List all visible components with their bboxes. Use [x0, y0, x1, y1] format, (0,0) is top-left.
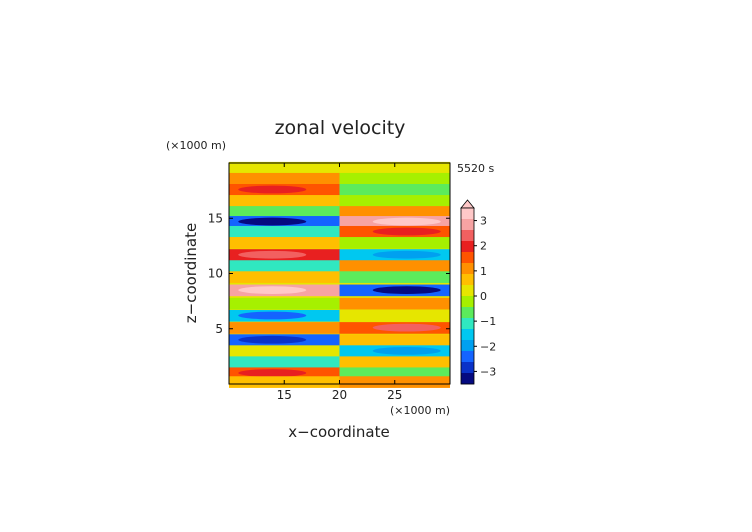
band-left [229, 237, 340, 249]
plot-area: 15 20 25 5 10 15 [208, 161, 451, 402]
band-right [339, 183, 450, 196]
band-right [339, 297, 450, 310]
band-left [229, 260, 340, 272]
band-right [339, 161, 450, 174]
band-right [339, 206, 450, 218]
band-right [339, 356, 450, 369]
chart-title: zonal velocity [275, 117, 406, 139]
core-left [238, 185, 307, 194]
core-left [238, 250, 307, 259]
colorbar-tick-label: −2 [480, 340, 496, 353]
colorbar-swatch [461, 351, 474, 363]
band-left [229, 161, 340, 174]
colorbar-tick-label: 3 [480, 215, 487, 228]
colorbar-swatch [461, 208, 474, 220]
colorbar-swatch [461, 296, 474, 308]
y-tick-label: 10 [208, 267, 223, 281]
y-tick-label: 15 [208, 211, 223, 225]
band-right [339, 309, 450, 322]
time-label: 5520 s [457, 162, 494, 175]
colorbar-swatch [461, 285, 474, 297]
core-right [372, 346, 441, 355]
core-left [238, 311, 307, 320]
colorbar-tick-label: −1 [480, 315, 496, 328]
colorbar-swatch [461, 241, 474, 253]
band-left [229, 322, 340, 334]
colorbar-swatch [461, 329, 474, 341]
colorbar-swatch [461, 340, 474, 352]
band-left [229, 345, 340, 357]
colorbar-swatch [461, 263, 474, 275]
core-right [372, 227, 441, 236]
band-left [229, 225, 340, 238]
colorbar-swatch [461, 230, 474, 242]
core-left [238, 335, 307, 344]
band-left [229, 356, 340, 369]
y-unit-label: (×1000 m) [166, 139, 226, 152]
core-right [372, 250, 441, 259]
colorbar-extend-arrow [460, 199, 475, 209]
colorbar-swatch [461, 219, 474, 231]
band-right [339, 237, 450, 249]
core-right [372, 286, 441, 294]
colorbar-swatch [461, 318, 474, 330]
band-right [339, 367, 450, 380]
colorbar-swatch [461, 274, 474, 286]
core-right [372, 323, 441, 332]
core-left [238, 217, 307, 226]
x-axis-ticks: 15 20 25 [277, 163, 402, 402]
band-left [229, 297, 340, 310]
band-right [339, 195, 450, 207]
colorbar-swatch [461, 373, 474, 385]
colorbar-tick-label: 1 [480, 265, 487, 278]
colorbar-tick-label: 0 [480, 290, 487, 303]
band-left [229, 172, 340, 185]
core-left [238, 286, 307, 294]
band-left [229, 195, 340, 207]
band-right [339, 172, 450, 185]
velocity-field [229, 161, 450, 388]
colorbar-swatch [461, 252, 474, 264]
x-tick-label: 25 [387, 388, 402, 402]
x-tick-label: 15 [277, 388, 292, 402]
y-axis-ticks: 5 10 15 [208, 211, 450, 336]
x-axis-label: x−coordinate [288, 423, 389, 441]
band-right [339, 271, 450, 283]
colorbar-tick-label: −3 [480, 365, 496, 378]
band-left [229, 206, 340, 218]
colorbar-swatch [461, 307, 474, 319]
band-left [229, 271, 340, 283]
colorbar-swatch [461, 362, 474, 374]
y-tick-label: 5 [215, 322, 223, 336]
band-right [339, 334, 450, 346]
x-unit-label: (×1000 m) [390, 404, 450, 417]
core-right [372, 217, 441, 226]
y-axis-label: z−coordinate [182, 223, 200, 323]
core-left [238, 369, 307, 377]
colorbar-tick-label: 2 [480, 240, 487, 253]
x-tick-label: 20 [332, 388, 347, 402]
band-right [339, 260, 450, 272]
colorbar: 3 2 1 0 −1 −2 −3 [460, 199, 496, 385]
